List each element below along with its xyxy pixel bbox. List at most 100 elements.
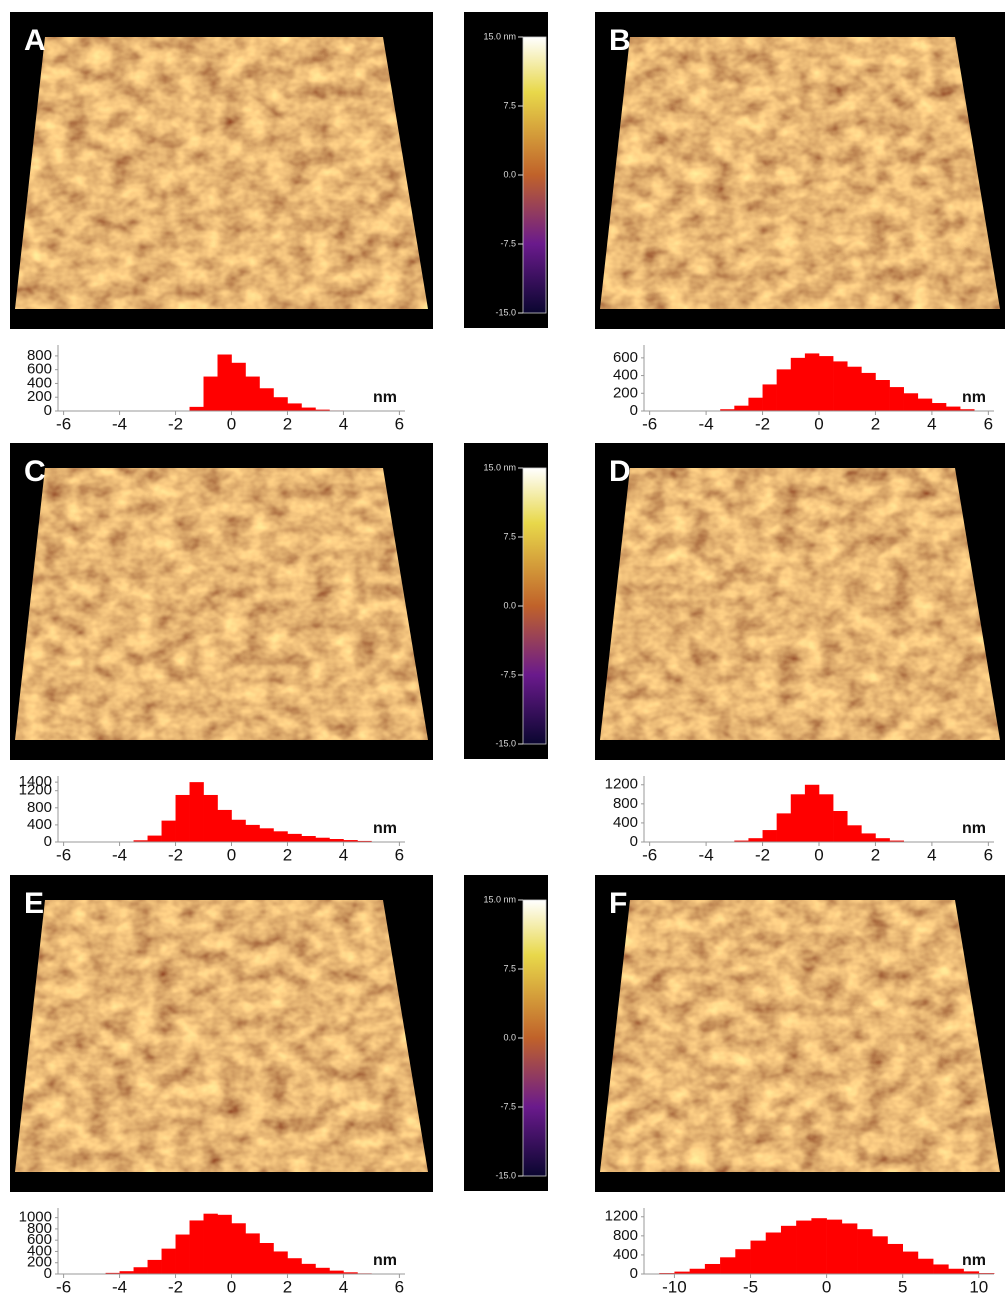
histogram-bar <box>748 397 763 411</box>
x-tick-label: 0 <box>227 845 236 864</box>
y-tick-label: 1200 <box>605 1208 638 1225</box>
x-tick-label: -2 <box>168 1277 183 1296</box>
histogram-bar <box>734 405 749 411</box>
histogram-bar <box>960 409 975 411</box>
histogram-bar <box>161 1248 176 1274</box>
y-tick-label: 800 <box>613 795 638 812</box>
histogram-bar <box>734 840 749 842</box>
x-tick-label: 6 <box>395 414 404 433</box>
x-tick-label: 4 <box>339 845 348 864</box>
histogram-bar <box>889 387 904 411</box>
panel-label: B <box>609 24 631 57</box>
colorbar-tick-label: -15.0 <box>495 738 516 748</box>
histogram-bar <box>847 366 862 411</box>
histogram-bar <box>861 372 876 411</box>
histogram-bar <box>735 1249 751 1274</box>
x-tick-label: 4 <box>339 1277 348 1296</box>
histogram-bar <box>933 1264 949 1274</box>
histogram-bar <box>203 1213 218 1274</box>
x-tick-label: 2 <box>871 414 880 433</box>
histogram-bar <box>875 838 890 842</box>
histogram-bar <box>861 833 876 842</box>
x-tick-label: -6 <box>56 414 71 433</box>
histogram-bar <box>259 1243 274 1274</box>
y-tick-label: 0 <box>630 833 638 850</box>
histogram-bar <box>841 1223 858 1274</box>
x-axis-label: nm <box>962 820 986 837</box>
colorbar-tick-label: 15.0 nm <box>483 894 516 904</box>
y-tick-label: 1400 <box>19 773 52 790</box>
histogram-bar <box>119 1271 134 1274</box>
x-tick-label: -4 <box>112 1277 127 1296</box>
afm-surface <box>15 900 428 1172</box>
y-tick-label: 400 <box>27 1242 52 1259</box>
histogram-bar <box>329 839 344 842</box>
x-axis-label: nm <box>962 389 986 406</box>
histogram-bar <box>189 1220 204 1274</box>
histogram-bar <box>175 1234 190 1274</box>
x-tick-label: -2 <box>755 845 770 864</box>
histogram-bar <box>245 1233 260 1274</box>
histogram-bar <box>790 357 806 411</box>
histogram-bar <box>287 1258 302 1274</box>
histogram-bar <box>762 830 777 842</box>
x-tick-label: 0 <box>814 845 823 864</box>
histogram-bar <box>796 1220 812 1274</box>
histogram-bar <box>133 840 148 842</box>
histogram-bar <box>287 833 302 842</box>
y-tick-label: 800 <box>27 1220 52 1237</box>
y-tick-label: 400 <box>613 1246 638 1263</box>
y-tick-label: 400 <box>27 374 52 391</box>
histogram-bar <box>857 1229 873 1274</box>
histogram-bar <box>872 1236 888 1274</box>
histogram-bar <box>301 1263 316 1274</box>
histogram-bar <box>946 406 961 411</box>
y-tick-label: 200 <box>27 388 52 405</box>
histogram-bar <box>231 819 246 842</box>
x-tick-label: -4 <box>699 845 714 864</box>
colorbar-tick-label: 7.5 <box>503 100 516 110</box>
histogram-bar <box>245 376 260 411</box>
x-tick-label: 5 <box>898 1277 907 1296</box>
histogram-bar <box>343 840 358 842</box>
x-tick-label: 0 <box>227 1277 236 1296</box>
x-tick-label: -6 <box>642 414 657 433</box>
y-tick-label: 1000 <box>19 1209 52 1226</box>
colorbar-tick-label: 15.0 nm <box>483 31 516 41</box>
histogram-bar <box>147 1259 162 1274</box>
histogram-bar <box>203 794 218 842</box>
x-axis-label: nm <box>962 1252 986 1269</box>
x-tick-label: 2 <box>283 1277 292 1296</box>
afm-surface <box>600 468 1000 740</box>
x-tick-label: 10 <box>969 1277 988 1296</box>
histogram-bar <box>217 354 232 411</box>
histogram-bar <box>903 393 919 411</box>
y-tick-label: 0 <box>630 1265 638 1282</box>
histogram-bar <box>133 1267 148 1274</box>
histogram-bar <box>105 1272 120 1274</box>
histogram-bar <box>765 1232 782 1274</box>
y-tick-label: 200 <box>613 384 638 401</box>
histogram-bar <box>315 409 330 411</box>
histogram-bar <box>231 1223 246 1274</box>
y-tick-label: 1200 <box>19 782 52 799</box>
panel-label: D <box>609 455 631 488</box>
y-tick-label: 600 <box>613 349 638 366</box>
colorbar-tick-label: 0.0 <box>503 1032 516 1042</box>
x-tick-label: -2 <box>168 414 183 433</box>
x-tick-label: 6 <box>984 414 993 433</box>
x-tick-label: -2 <box>168 845 183 864</box>
y-tick-label: 800 <box>27 347 52 364</box>
histogram-bar <box>273 1251 288 1274</box>
colorbar-tick-label: -15.0 <box>495 307 516 317</box>
x-tick-label: 2 <box>283 414 292 433</box>
histogram-bar <box>833 361 848 411</box>
x-tick-label: -6 <box>642 845 657 864</box>
histogram-bar <box>963 1271 980 1274</box>
colorbar-tick-label: -7.5 <box>500 1101 516 1111</box>
x-tick-label: 4 <box>927 414 936 433</box>
y-tick-label: 600 <box>27 1231 52 1248</box>
x-tick-label: -6 <box>56 845 71 864</box>
x-tick-label: -4 <box>112 414 127 433</box>
